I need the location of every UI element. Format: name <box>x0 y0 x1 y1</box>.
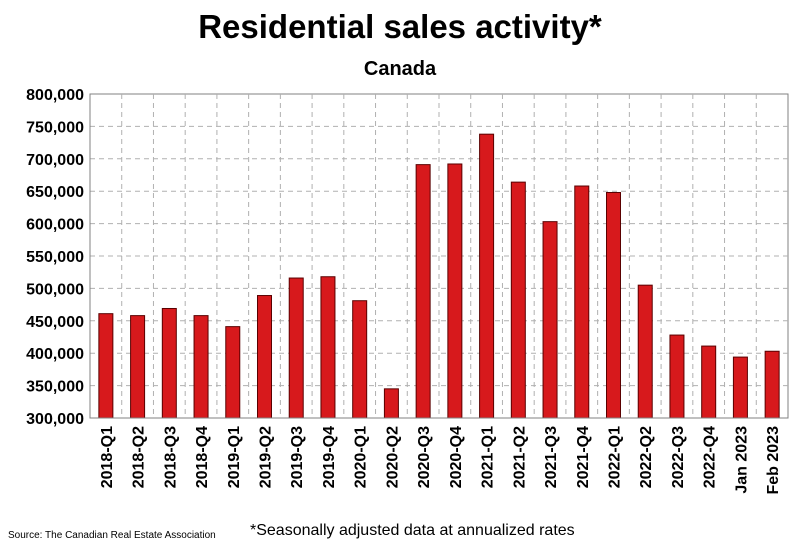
y-tick-label: 450,000 <box>26 314 84 331</box>
y-tick-label: 500,000 <box>26 281 84 298</box>
x-tick-label: 2020-Q2 <box>384 426 401 488</box>
bar <box>669 334 685 419</box>
y-tick-label: 350,000 <box>26 379 84 396</box>
x-tick-label: 2022-Q1 <box>607 426 624 488</box>
bar <box>383 388 399 419</box>
x-tick-label: 2019-Q2 <box>258 426 275 488</box>
x-tick-label: 2022-Q4 <box>702 426 719 488</box>
bar <box>606 191 621 419</box>
x-tick-label: 2021-Q1 <box>480 426 497 488</box>
bar <box>225 326 241 419</box>
chart-footnote: *Seasonally adjusted data at annualized … <box>250 522 575 539</box>
bar <box>637 284 653 419</box>
x-tick-label: 2020-Q3 <box>416 426 433 488</box>
y-tick-label: 550,000 <box>26 249 84 266</box>
bar <box>701 345 717 419</box>
x-tick-label: 2020-Q1 <box>353 426 370 488</box>
y-tick-label: 700,000 <box>26 152 84 169</box>
bar <box>764 350 780 419</box>
bar <box>574 185 590 419</box>
y-tick-label: 300,000 <box>26 411 84 428</box>
bar <box>542 221 558 419</box>
x-tick-label: 2020-Q4 <box>448 426 465 488</box>
x-tick-label: 2018-Q4 <box>194 426 211 488</box>
x-tick-label: 2022-Q3 <box>670 426 687 488</box>
bar <box>288 277 304 419</box>
y-tick-label: 750,000 <box>26 119 84 136</box>
x-tick-label: 2021-Q4 <box>575 426 592 488</box>
x-tick-label: 2021-Q3 <box>543 426 560 488</box>
chart-subtitle: Canada <box>363 58 437 80</box>
x-tick-label: 2018-Q3 <box>162 426 179 488</box>
x-tick-label: 2019-Q3 <box>289 426 306 488</box>
y-tick-label: 800,000 <box>26 87 84 104</box>
bar <box>98 313 114 419</box>
x-tick-label: Feb 2023 <box>765 426 782 495</box>
bar <box>479 133 495 419</box>
bar <box>320 276 336 419</box>
x-tick-label: 2019-Q1 <box>226 426 243 488</box>
chart-title: Residential sales activity* <box>198 8 602 45</box>
bar <box>352 300 368 419</box>
y-tick-label: 400,000 <box>26 346 84 363</box>
bar <box>732 356 748 419</box>
chart-source: Source: The Canadian Real Estate Associa… <box>8 530 216 541</box>
bar <box>257 295 272 419</box>
x-tick-label: 2019-Q4 <box>321 426 338 488</box>
x-tick-label: Jan 2023 <box>733 426 750 494</box>
x-tick-label: 2018-Q2 <box>131 426 148 488</box>
bar <box>193 315 209 419</box>
bar <box>161 307 177 419</box>
bar <box>130 315 146 419</box>
bar <box>447 163 463 419</box>
bar <box>415 164 431 419</box>
y-tick-label: 650,000 <box>26 184 84 201</box>
x-tick-label: 2018-Q1 <box>99 426 116 488</box>
bar <box>510 181 526 419</box>
x-tick-label: 2022-Q2 <box>638 426 655 488</box>
x-tick-label: 2021-Q2 <box>511 426 528 488</box>
y-tick-label: 600,000 <box>26 217 84 234</box>
